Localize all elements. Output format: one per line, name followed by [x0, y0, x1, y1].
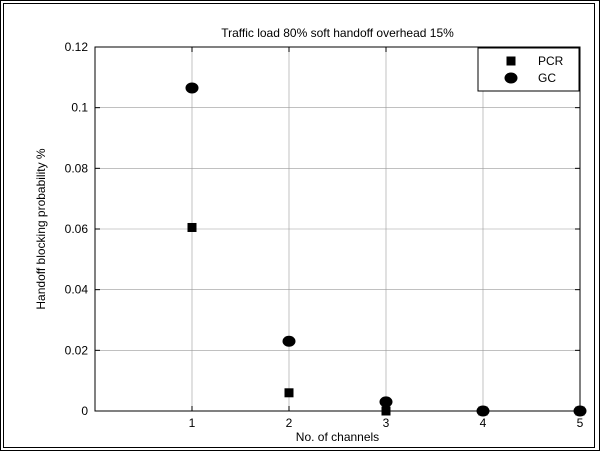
gc-point: [282, 335, 296, 347]
legend-pcr-marker: [506, 56, 516, 66]
y-axis-label: Handoff blocking probability %: [34, 148, 48, 310]
legend-box: [477, 47, 580, 92]
figure-inner-border: [3, 3, 595, 448]
pcr-point: [284, 388, 294, 398]
data-marks: [185, 82, 587, 417]
y-tick-label: 0: [81, 404, 88, 418]
x-tick-label: 3: [383, 416, 390, 430]
gc-point: [185, 82, 199, 94]
gc-point: [379, 396, 393, 408]
x-tick-label: 1: [189, 416, 196, 430]
axis-ticks: 0 0.02 0.04 0.06 0.08 0.1 0.12 1 2 3 4 5: [65, 40, 584, 430]
legend-label: GC: [538, 71, 556, 85]
gc-point: [573, 405, 587, 417]
x-axis-label: No. of channels: [296, 430, 379, 444]
y-tick-label: 0.06: [65, 222, 89, 236]
y-tick-label: 0.04: [65, 283, 89, 297]
legend-gc-marker: [504, 72, 518, 84]
pcr-point: [381, 406, 391, 416]
y-tick-label: 0.1: [71, 101, 88, 115]
y-tick-label: 0.02: [65, 343, 89, 357]
x-tick-label: 4: [480, 416, 487, 430]
legend-label: PCR: [538, 54, 564, 68]
chart-title: Traffic load 80% soft handoff overhead 1…: [221, 26, 454, 40]
y-tick-label: 0.08: [65, 161, 89, 175]
y-tick-label: 0.12: [65, 40, 89, 54]
legend: PCR GC: [477, 47, 580, 92]
x-tick-label: 5: [577, 416, 584, 430]
pcr-point: [187, 222, 197, 232]
gc-point: [476, 405, 490, 417]
x-tick-label: 2: [286, 416, 293, 430]
